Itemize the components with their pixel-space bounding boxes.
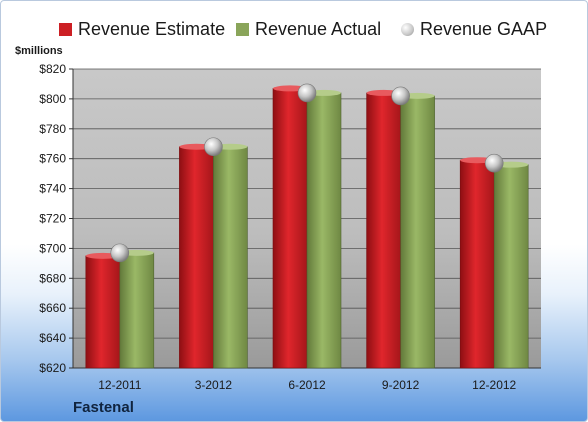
bar-revenue-estimate	[272, 88, 308, 369]
bar-revenue-actual	[213, 146, 248, 369]
legend-swatch-estimate	[59, 22, 72, 36]
y-tick-label: $680	[39, 271, 66, 285]
marker-revenue-gaap	[391, 86, 410, 106]
legend-item-estimate: Revenue Estimate	[59, 17, 225, 41]
bar-revenue-actual	[400, 95, 435, 369]
y-tick-label: $720	[39, 212, 66, 226]
bar-revenue-estimate	[179, 146, 214, 369]
x-tick-label: 12-2012	[472, 378, 516, 392]
y-tick-label: $660	[39, 301, 66, 315]
marker-revenue-gaap	[110, 243, 130, 263]
bar-revenue-estimate	[85, 255, 121, 369]
legend-swatch-gaap	[401, 22, 414, 36]
legend-swatch-actual	[236, 22, 249, 36]
x-tick-label: 9-2012	[382, 378, 420, 392]
legend-label-estimate: Revenue Estimate	[78, 18, 226, 39]
bar-revenue-actual	[119, 252, 155, 369]
x-tick-label: 12-2011	[98, 378, 141, 392]
y-tick-label: $620	[39, 361, 66, 375]
y-tick-label: $820	[39, 62, 66, 76]
bar-revenue-estimate	[459, 159, 495, 369]
y-axis-units: $millions	[15, 45, 63, 57]
legend-label-actual: Revenue Actual	[255, 18, 382, 39]
marker-revenue-gaap	[204, 137, 223, 157]
bar-revenue-actual	[493, 164, 529, 369]
company-label: Fastenal	[73, 399, 134, 416]
y-tick-label: $760	[39, 152, 66, 166]
x-tick-label: 3-2012	[195, 378, 233, 392]
y-tick-label: $700	[39, 241, 66, 255]
legend-label-gaap: Revenue GAAP	[420, 18, 548, 39]
y-tick-label: $640	[39, 331, 66, 345]
legend-item-gaap: Revenue GAAP	[401, 17, 547, 41]
x-tick-label: 6-2012	[288, 378, 326, 392]
marker-revenue-gaap	[297, 83, 317, 103]
y-tick-label: $800	[39, 92, 66, 106]
bar-revenue-actual	[306, 92, 342, 369]
legend: Revenue Estimate Revenue Actual Revenue …	[1, 17, 587, 41]
y-tick-label: $780	[39, 122, 66, 136]
y-tick-label: $740	[39, 182, 66, 196]
bar-revenue-estimate	[366, 92, 401, 369]
legend-item-actual: Revenue Actual	[236, 17, 381, 41]
marker-revenue-gaap	[484, 153, 504, 173]
